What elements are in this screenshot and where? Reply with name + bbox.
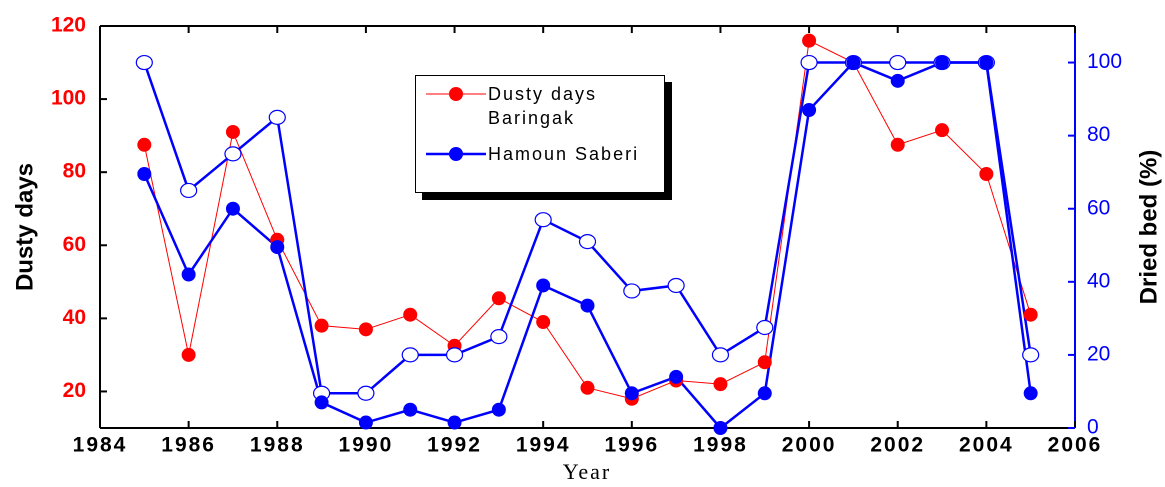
x-tick-label: 1996 [604,434,659,457]
marker [357,385,375,401]
marker [802,33,817,48]
x-tick-label: 1988 [250,434,305,457]
marker [534,212,552,228]
y-axis-label: Dusty days [11,163,38,291]
marker [979,55,994,70]
marker [268,109,286,125]
x-tick-label: 1994 [516,434,571,457]
y2-tick-label: 20 [1087,342,1110,365]
marker [490,329,508,345]
marker [225,201,240,216]
x-tick-label: 1990 [339,434,394,457]
marker [889,54,907,71]
marker [224,146,242,162]
marker [270,240,285,255]
marker [314,318,329,333]
marker [181,267,196,282]
x-tick-label: 1992 [427,434,482,457]
marker [447,415,462,430]
marker [623,283,641,299]
x-axis-label: Year [563,459,612,484]
marker [669,369,684,384]
legend-label: Hamoun Saberi [488,144,640,164]
x-tick-label: 1984 [73,434,128,457]
marker [1022,347,1040,363]
marker [624,386,639,401]
marker [225,124,240,139]
marker [403,307,418,322]
y-tick-label: 80 [63,160,86,183]
y-tick-label: 120 [51,14,86,37]
legend-swatch [426,87,486,101]
legend-label: Dusty days Baringak [488,84,598,128]
marker [181,347,196,362]
marker [445,347,464,363]
x-tick-label: 1986 [161,434,216,457]
x-tick-label: 2000 [782,434,837,457]
marker [757,355,772,370]
marker [1023,307,1038,322]
marker [580,298,595,313]
marker [711,347,730,363]
y-tick-label: 40 [63,306,86,329]
marker [713,377,728,392]
marker [314,395,329,410]
y-tick-label: 20 [63,379,86,402]
y2-tick-label: 40 [1087,269,1110,292]
marker [890,137,905,152]
marker [580,380,595,395]
marker [491,402,506,417]
marker [536,278,551,293]
y-tick-label: 100 [51,87,86,110]
legend-item: Dusty days Baringak [424,82,658,130]
marker [1023,386,1038,401]
marker [578,234,597,250]
marker [756,319,774,336]
y2-tick-label: 60 [1087,196,1110,219]
marker [401,347,419,363]
marker [667,277,685,294]
marker [491,291,506,306]
x-tick-label: 2002 [870,434,925,457]
marker [180,182,198,199]
legend-swatch [426,147,486,161]
marker [358,415,373,430]
legend-item: Hamoun Saberi [424,142,658,166]
x-tick-label: 2006 [1048,434,1103,457]
marker [979,167,994,182]
x-tick-label: 1998 [693,434,748,457]
y2-tick-label: 0 [1087,416,1099,439]
marker [135,54,153,71]
marker [757,386,772,401]
marker [713,421,728,435]
marker [403,402,418,417]
y-tick-label: 60 [63,233,86,256]
y2-tick-label: 100 [1087,50,1122,73]
marker [802,103,817,118]
marker [449,87,463,101]
marker [449,147,463,161]
marker [846,55,861,70]
marker [358,322,373,337]
legend: Dusty days Baringak Hamoun Saberi [415,75,665,193]
y2-axis-label: Dried bed (%) [1135,150,1162,305]
marker [935,55,950,70]
marker [536,315,551,330]
marker [935,123,950,138]
marker [137,137,152,152]
marker [137,167,152,182]
marker [890,73,905,88]
y2-tick-label: 80 [1087,123,1110,146]
marker [800,54,818,71]
x-tick-label: 2004 [959,434,1014,457]
